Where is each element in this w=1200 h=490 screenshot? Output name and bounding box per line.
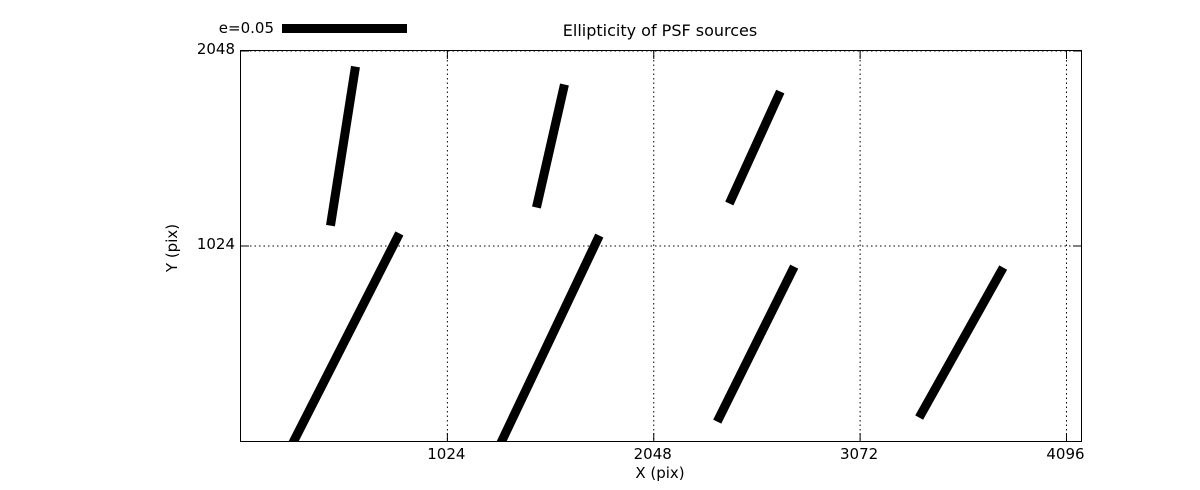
legend-scale-bar	[282, 24, 407, 33]
x-tick-label: 3072	[840, 445, 879, 463]
x-tick-label: 4096	[1046, 445, 1085, 463]
ellipticity-whisker	[713, 264, 799, 424]
x-tick-label: 2048	[633, 445, 672, 463]
legend-label: e=0.05	[218, 19, 274, 37]
ellipticity-whisker	[288, 231, 404, 441]
ellipticity-whisker	[532, 83, 569, 209]
ellipticity-whisker	[725, 89, 785, 206]
y-tick-label: 2048	[196, 40, 235, 58]
plot-area	[240, 50, 1082, 442]
x-axis-label: X (pix)	[635, 464, 685, 482]
y-tick-label: 1024	[196, 235, 235, 253]
ellipticity-whisker	[496, 233, 604, 441]
chart-title: Ellipticity of PSF sources	[562, 21, 758, 40]
plot-canvas	[241, 51, 1081, 441]
x-tick-label: 1024	[427, 445, 466, 463]
ellipticity-whisker	[915, 265, 1008, 420]
ellipticity-whisker	[326, 65, 360, 227]
